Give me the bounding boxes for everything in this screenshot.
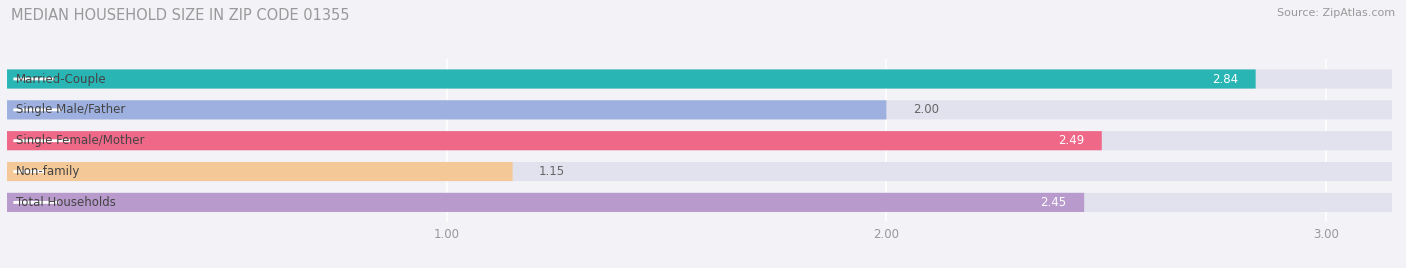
Text: Single Male/Father: Single Male/Father	[15, 103, 125, 116]
Text: Married-Couple: Married-Couple	[15, 73, 107, 85]
FancyBboxPatch shape	[14, 78, 55, 80]
Text: 2.45: 2.45	[1040, 196, 1067, 209]
Text: 2.84: 2.84	[1212, 73, 1239, 85]
FancyBboxPatch shape	[7, 69, 1392, 88]
Text: MEDIAN HOUSEHOLD SIZE IN ZIP CODE 01355: MEDIAN HOUSEHOLD SIZE IN ZIP CODE 01355	[11, 8, 350, 23]
FancyBboxPatch shape	[7, 162, 1392, 181]
Text: Single Female/Mother: Single Female/Mother	[15, 134, 145, 147]
FancyBboxPatch shape	[14, 170, 44, 173]
Text: 2.49: 2.49	[1057, 134, 1084, 147]
FancyBboxPatch shape	[7, 100, 1392, 120]
FancyBboxPatch shape	[14, 139, 70, 142]
Text: Total Households: Total Households	[15, 196, 115, 209]
Text: Source: ZipAtlas.com: Source: ZipAtlas.com	[1277, 8, 1395, 18]
FancyBboxPatch shape	[1225, 78, 1241, 80]
FancyBboxPatch shape	[14, 109, 62, 111]
FancyBboxPatch shape	[7, 193, 1392, 212]
FancyBboxPatch shape	[7, 131, 1392, 150]
Text: Non-family: Non-family	[15, 165, 80, 178]
FancyBboxPatch shape	[7, 69, 1256, 88]
Text: 2.00: 2.00	[912, 103, 939, 116]
FancyBboxPatch shape	[7, 162, 513, 181]
FancyBboxPatch shape	[7, 131, 1102, 150]
FancyBboxPatch shape	[1053, 201, 1070, 204]
FancyBboxPatch shape	[7, 193, 1084, 212]
FancyBboxPatch shape	[14, 201, 59, 204]
Text: 1.15: 1.15	[538, 165, 565, 178]
FancyBboxPatch shape	[1071, 139, 1087, 142]
FancyBboxPatch shape	[7, 100, 886, 120]
